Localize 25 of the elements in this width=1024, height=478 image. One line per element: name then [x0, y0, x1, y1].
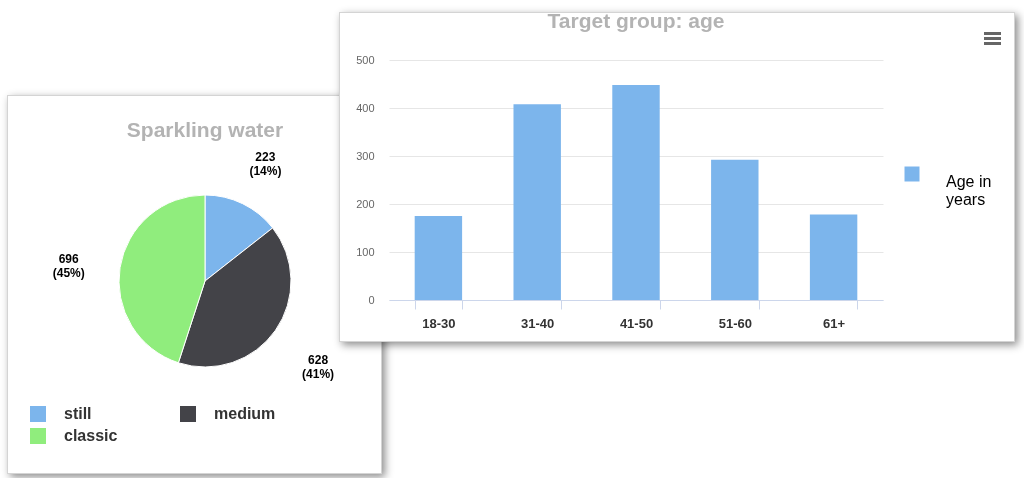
legend-label: still [64, 405, 92, 422]
y-tick-label: 0 [368, 293, 375, 306]
x-tick-label: 18-30 [422, 315, 456, 331]
bar [612, 84, 660, 300]
data-label: 628 (41%) [302, 353, 335, 382]
data-label: 223 (14%) [249, 149, 282, 178]
legend-label: Age in years [946, 173, 992, 208]
y-tick-label: 200 [356, 197, 375, 210]
y-tick-label: 400 [356, 101, 375, 114]
x-tick-label: 51-60 [718, 315, 752, 331]
x-tick-label: 61+ [823, 315, 846, 331]
legend-label: classic [64, 427, 118, 444]
y-tick-label: 100 [356, 245, 375, 258]
y-tick-label: 300 [356, 149, 375, 162]
chart-title: Target group: age [547, 9, 725, 32]
legend-label: medium [214, 405, 276, 422]
chart-title: Sparkling water [126, 117, 284, 141]
bar [711, 159, 759, 300]
x-tick-label: 41-50 [619, 315, 654, 331]
bar [513, 104, 561, 300]
bar [809, 214, 858, 300]
y-tick-label: 500 [356, 53, 375, 66]
data-label: 696 (45%) [52, 252, 85, 281]
x-tick-label: 31-40 [521, 315, 555, 331]
bar [414, 216, 463, 300]
